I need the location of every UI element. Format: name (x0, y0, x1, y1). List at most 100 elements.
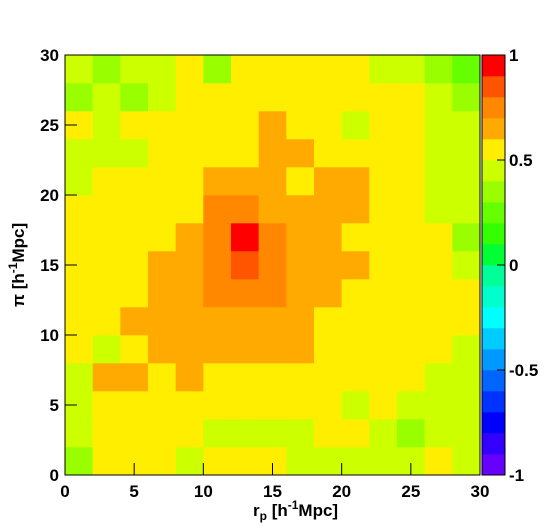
heat-cell (120, 335, 149, 364)
x-tick-label: 30 (471, 482, 490, 501)
heat-cell (92, 83, 121, 112)
heat-cell (258, 111, 287, 140)
heat-cell (424, 251, 453, 280)
heat-cell (148, 55, 176, 84)
heat-cell (258, 419, 287, 448)
heat-cell (452, 447, 481, 476)
heat-cell (452, 335, 481, 364)
heat-cell (148, 447, 176, 476)
heat-cell (286, 419, 315, 448)
heat-cell (341, 83, 370, 112)
heat-cell (120, 363, 149, 392)
heat-cell (314, 167, 342, 196)
heat-cell (314, 251, 342, 280)
heat-cell (286, 83, 315, 112)
heat-cell (314, 447, 342, 476)
heat-cell (314, 279, 342, 308)
heat-cell (175, 279, 204, 308)
heat-cell (65, 419, 93, 448)
heat-cell (314, 139, 342, 168)
heat-cell (424, 279, 453, 308)
heat-cell (92, 279, 121, 308)
heat-cell (314, 223, 342, 252)
heat-cell (148, 363, 176, 392)
heat-cell (120, 251, 149, 280)
heat-cell (203, 55, 232, 84)
heat-cell (203, 167, 232, 196)
color-scale-box (482, 181, 505, 203)
heat-cell (424, 419, 453, 448)
heat-cell (175, 83, 204, 112)
heat-cell (203, 251, 232, 280)
x-tick-label: 25 (401, 482, 420, 501)
heat-cell (397, 195, 425, 224)
heat-cell (397, 139, 425, 168)
heat-cell (452, 307, 481, 336)
heat-cell (175, 363, 204, 392)
heat-cell (148, 307, 176, 336)
color-scale-box (482, 349, 505, 371)
color-scale-box (482, 286, 505, 308)
heat-cell (92, 223, 121, 252)
heat-cell (286, 447, 315, 476)
heat-cell (397, 279, 425, 308)
color-scale-box (482, 454, 505, 476)
heat-cell (92, 55, 121, 84)
color-scale-box (482, 160, 505, 182)
heat-cell (231, 363, 259, 392)
heat-cell (231, 195, 259, 224)
y-axis-label-part: -1 (6, 262, 20, 273)
heat-cell (258, 363, 287, 392)
heat-cell (231, 83, 259, 112)
heat-cell (258, 335, 287, 364)
x-tick-label: 10 (194, 482, 213, 501)
heat-cell (314, 195, 342, 224)
heat-cell (314, 363, 342, 392)
heat-cell (175, 55, 204, 84)
heat-cell (341, 363, 370, 392)
x-axis-label-part: [h (267, 501, 288, 520)
heat-cell (424, 307, 453, 336)
heat-cell (452, 363, 481, 392)
heat-cell (148, 251, 176, 280)
heat-cell (369, 419, 398, 448)
color-scale-box (482, 76, 505, 98)
heat-cell (148, 111, 176, 140)
heat-cell (397, 83, 425, 112)
heat-cell (369, 195, 398, 224)
heat-cell (424, 391, 453, 420)
heat-cell (148, 335, 176, 364)
heat-cell (286, 139, 315, 168)
heat-cell (92, 335, 121, 364)
heat-cell (397, 419, 425, 448)
heat-cell (175, 195, 204, 224)
heat-cell (175, 111, 204, 140)
heat-cell (341, 167, 370, 196)
heat-cell (286, 55, 315, 84)
heat-cell (286, 335, 315, 364)
heat-cell (397, 167, 425, 196)
heat-cell (175, 167, 204, 196)
heat-cell (397, 391, 425, 420)
heat-cell (65, 83, 93, 112)
heat-cell (92, 447, 121, 476)
heat-cell (369, 111, 398, 140)
heat-cell (452, 419, 481, 448)
color-scale-box (482, 391, 505, 413)
heat-cell (286, 223, 315, 252)
heat-cell (369, 335, 398, 364)
heat-cell (341, 335, 370, 364)
heat-cell (314, 83, 342, 112)
color-scale-box (482, 139, 505, 161)
heat-cell (120, 279, 149, 308)
heat-cell (314, 111, 342, 140)
heat-cell (65, 139, 93, 168)
heat-cell (286, 363, 315, 392)
heat-cell (175, 335, 204, 364)
heat-cell (286, 251, 315, 280)
heat-cell (314, 55, 342, 84)
heat-cell (175, 391, 204, 420)
z-tick-label: -0.5 (509, 361, 538, 380)
